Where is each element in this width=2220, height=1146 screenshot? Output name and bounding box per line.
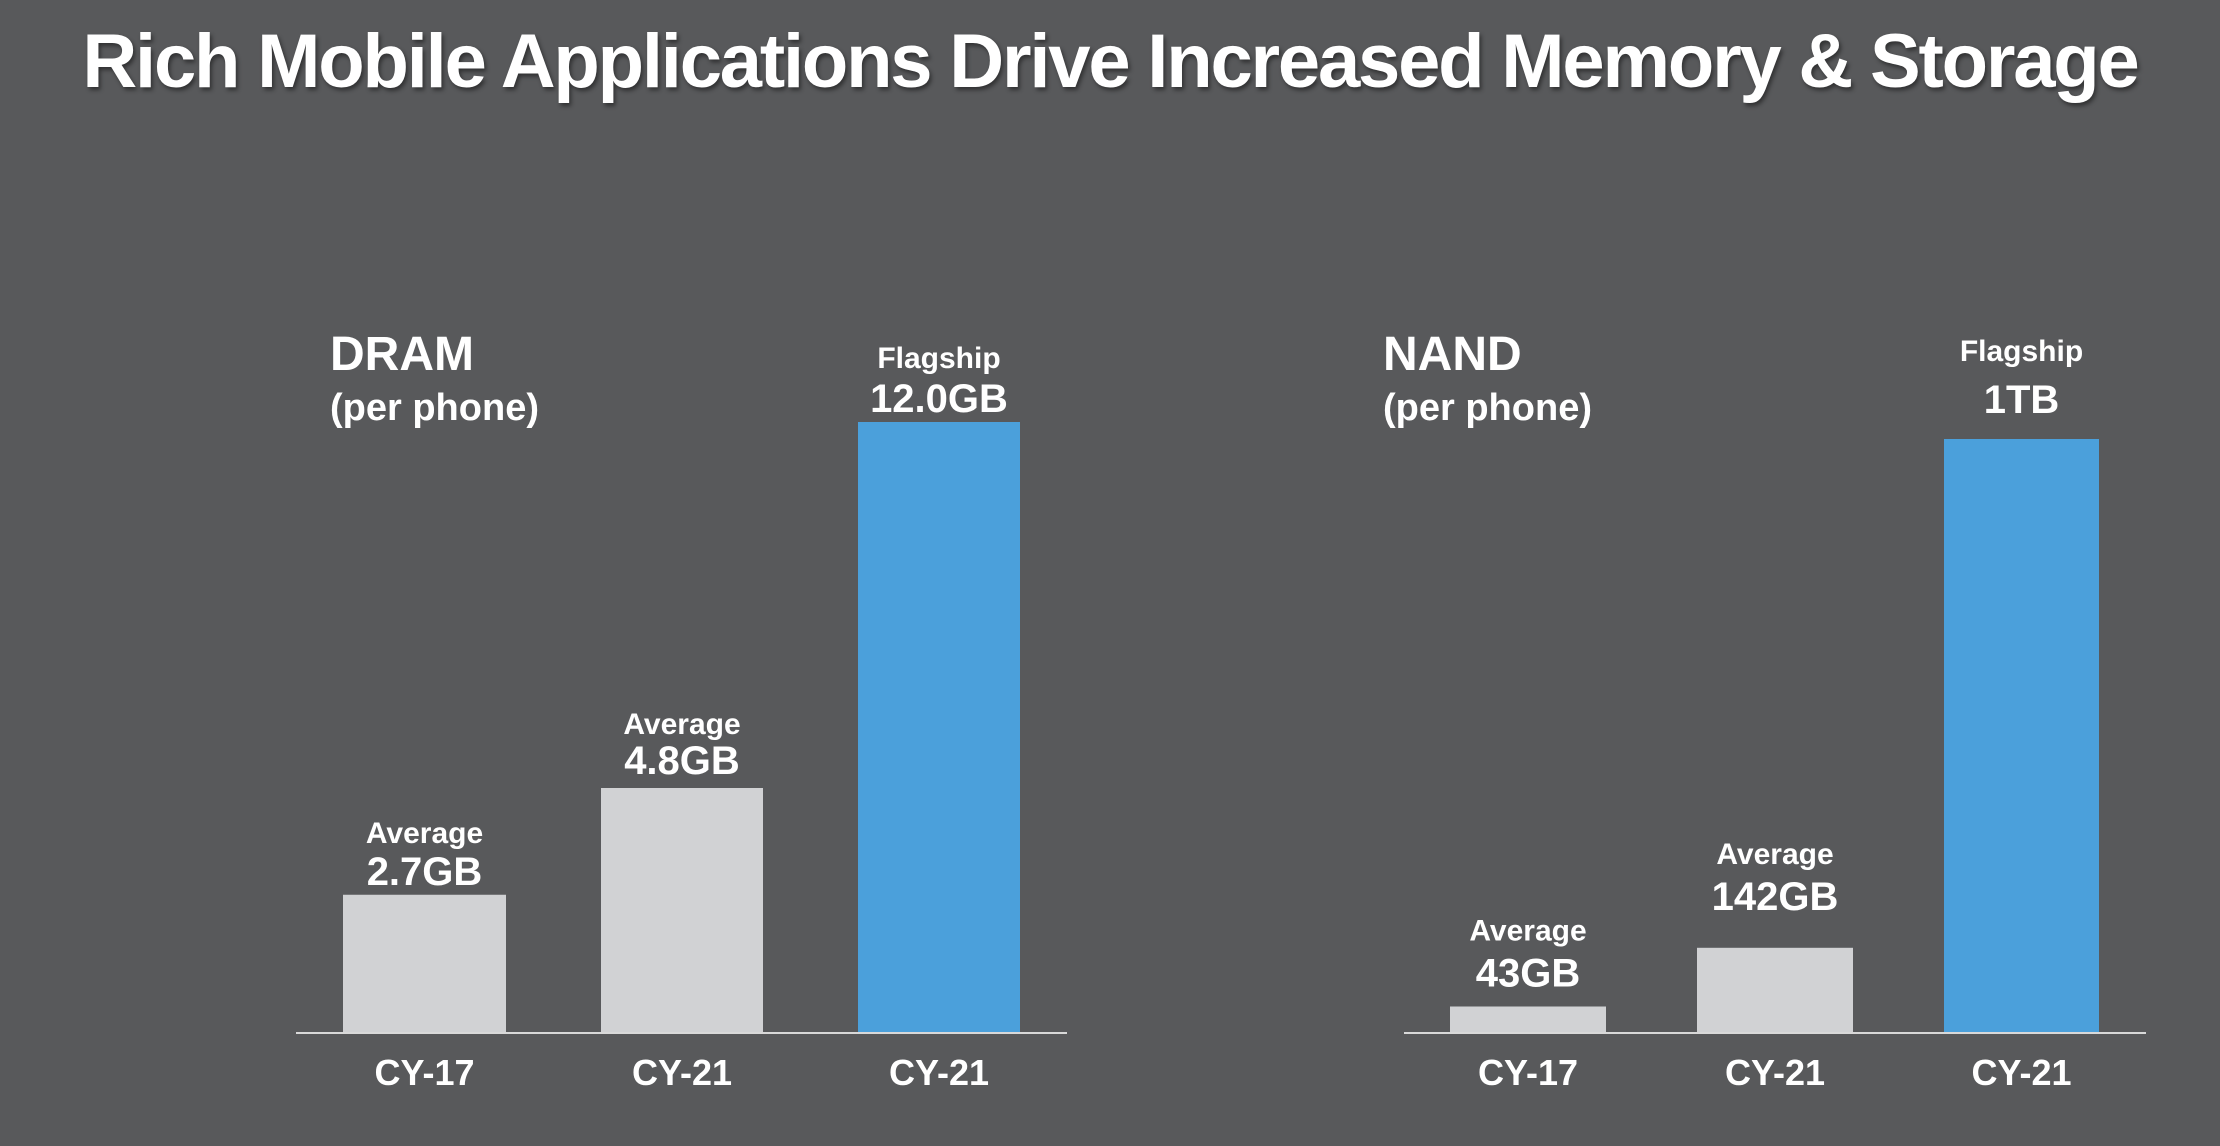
dram-bar-3 [858,422,1020,1032]
nand-bar-2 [1697,947,1853,1032]
dram-bar-2 [601,788,763,1032]
dram-value-label-2: 4.8GB [624,739,740,783]
nand-bar-3 [1944,439,2099,1032]
nand-kind-label-1: Average [1469,915,1586,948]
nand-value-label-1: 43GB [1476,952,1581,996]
dram-kind-label-1: Average [366,817,483,850]
nand-kind-label-2: Average [1716,838,1833,871]
dram-category-label-3: CY-21 [889,1052,989,1093]
dram-value-label-3: 12.0GB [870,377,1008,421]
dram-panel-subtitle: (per phone) [330,387,539,429]
nand-kind-label-3: Flagship [1960,335,2083,368]
nand-category-label-1: CY-17 [1478,1052,1578,1093]
nand-category-label-3: CY-21 [1971,1052,2071,1093]
nand-panel-title: NAND [1383,328,1522,381]
dram-category-label-2: CY-21 [632,1052,732,1093]
nand-panel-subtitle: (per phone) [1383,387,1592,429]
nand-category-label-2: CY-21 [1725,1052,1825,1093]
dram-kind-label-3: Flagship [877,342,1000,375]
nand-bar-1 [1450,1006,1606,1032]
dram-category-label-1: CY-17 [374,1052,474,1093]
slide-title: Rich Mobile Applications Drive Increased… [82,19,2139,104]
dram-panel-title: DRAM [330,328,474,381]
nand-value-label-2: 142GB [1712,875,1839,919]
nand-value-label-3: 1TB [1984,378,2060,422]
dram-value-label-1: 2.7GB [367,850,483,894]
dram-kind-label-2: Average [623,708,740,741]
dram-bar-1 [343,894,506,1032]
